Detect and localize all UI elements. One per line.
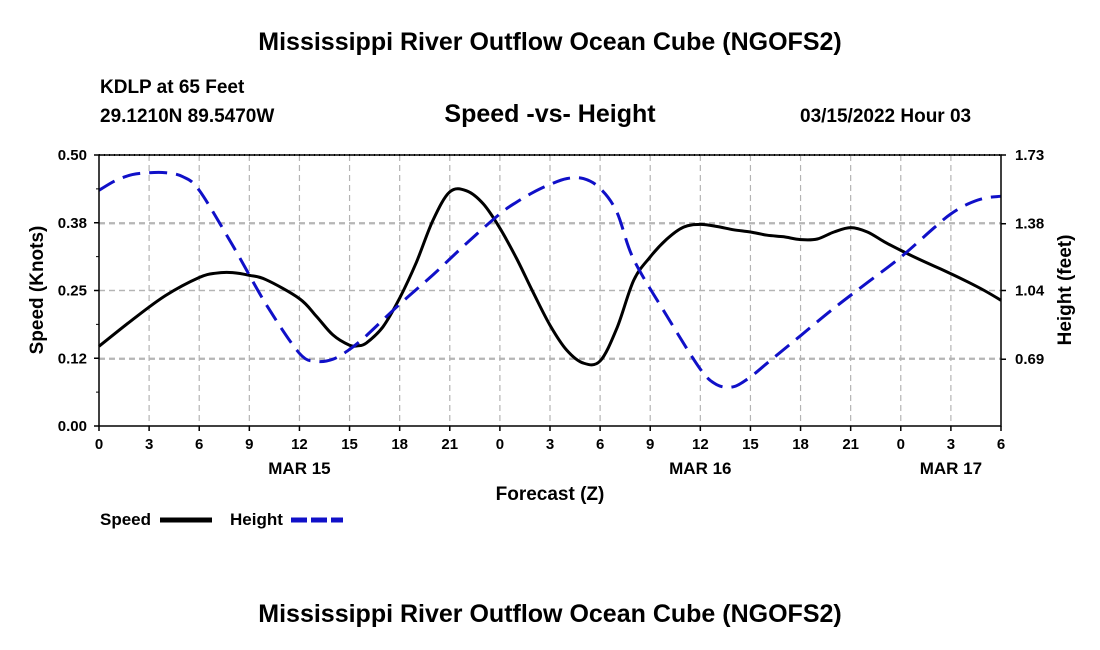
legend: Speed Height bbox=[100, 510, 343, 529]
x-tick-label: 0 bbox=[496, 436, 504, 453]
y2-tick-label: 1.38 bbox=[1015, 216, 1044, 233]
y-tick-label: 0.00 bbox=[58, 418, 87, 435]
series-layer bbox=[98, 170, 1002, 389]
axis-labels: Forecast (Z) Speed (Knots) Height (feet) bbox=[27, 226, 1076, 505]
y2-axis-label: Height (feet) bbox=[1055, 235, 1076, 346]
station-coords: 29.1210N 89.5470W bbox=[100, 106, 275, 127]
x-tick-label: 6 bbox=[195, 436, 203, 453]
y2-tick-label: 1.04 bbox=[1015, 283, 1045, 300]
y-tick-label: 0.12 bbox=[58, 350, 87, 367]
date-label: MAR 16 bbox=[669, 459, 731, 478]
grid bbox=[99, 154, 1001, 426]
x-tick-label: 6 bbox=[596, 436, 604, 453]
y2-tick-label: 0.69 bbox=[1015, 351, 1044, 368]
date-label: MAR 17 bbox=[920, 459, 982, 478]
footer-title: Mississippi River Outflow Ocean Cube (NG… bbox=[258, 600, 842, 628]
x-tick-label: 9 bbox=[646, 436, 654, 453]
main-title: Mississippi River Outflow Ocean Cube (NG… bbox=[258, 28, 842, 56]
x-tick-label: 6 bbox=[997, 436, 1005, 453]
x-tick-label: 12 bbox=[692, 436, 709, 453]
x-axis-label: Forecast (Z) bbox=[496, 484, 605, 505]
legend-label-height: Height bbox=[230, 510, 283, 529]
y-tick-label: 0.38 bbox=[58, 215, 87, 232]
x-tick-label: 3 bbox=[546, 436, 554, 453]
y-tick-label: 0.50 bbox=[58, 147, 87, 164]
x-tick-label: 3 bbox=[947, 436, 955, 453]
x-tick-label: 21 bbox=[441, 436, 458, 453]
station-label: KDLP at 65 Feet bbox=[100, 77, 245, 98]
height-series-line bbox=[98, 170, 1002, 389]
x-tick-label: 15 bbox=[742, 436, 759, 453]
x-tick-label: 18 bbox=[792, 436, 809, 453]
x-tick-label: 3 bbox=[145, 436, 153, 453]
x-tick-label: 21 bbox=[842, 436, 859, 453]
x-tick-label: 0 bbox=[95, 436, 103, 453]
x-tick-label: 9 bbox=[245, 436, 253, 453]
date-label: MAR 15 bbox=[268, 459, 330, 478]
x-tick-label: 12 bbox=[291, 436, 308, 453]
forecast-timestamp: 03/15/2022 Hour 03 bbox=[800, 106, 972, 127]
x-tick-label: 18 bbox=[391, 436, 408, 453]
legend-label-speed: Speed bbox=[100, 510, 151, 529]
chart-title: Speed -vs- Height bbox=[444, 100, 656, 128]
x-tick-label: 0 bbox=[897, 436, 905, 453]
y-axis-label: Speed (Knots) bbox=[27, 226, 48, 355]
y-tick-label: 0.25 bbox=[58, 283, 87, 300]
y2-tick-label: 1.73 bbox=[1015, 147, 1044, 164]
speed-series-line bbox=[98, 187, 1002, 367]
x-tick-label: 15 bbox=[341, 436, 358, 453]
ticks: 0 3 6 9 12 15 18 21 0 3 6 9 12 15 18 21 0 3 6 MAR 15 MAR 16 M… bbox=[58, 147, 1045, 478]
